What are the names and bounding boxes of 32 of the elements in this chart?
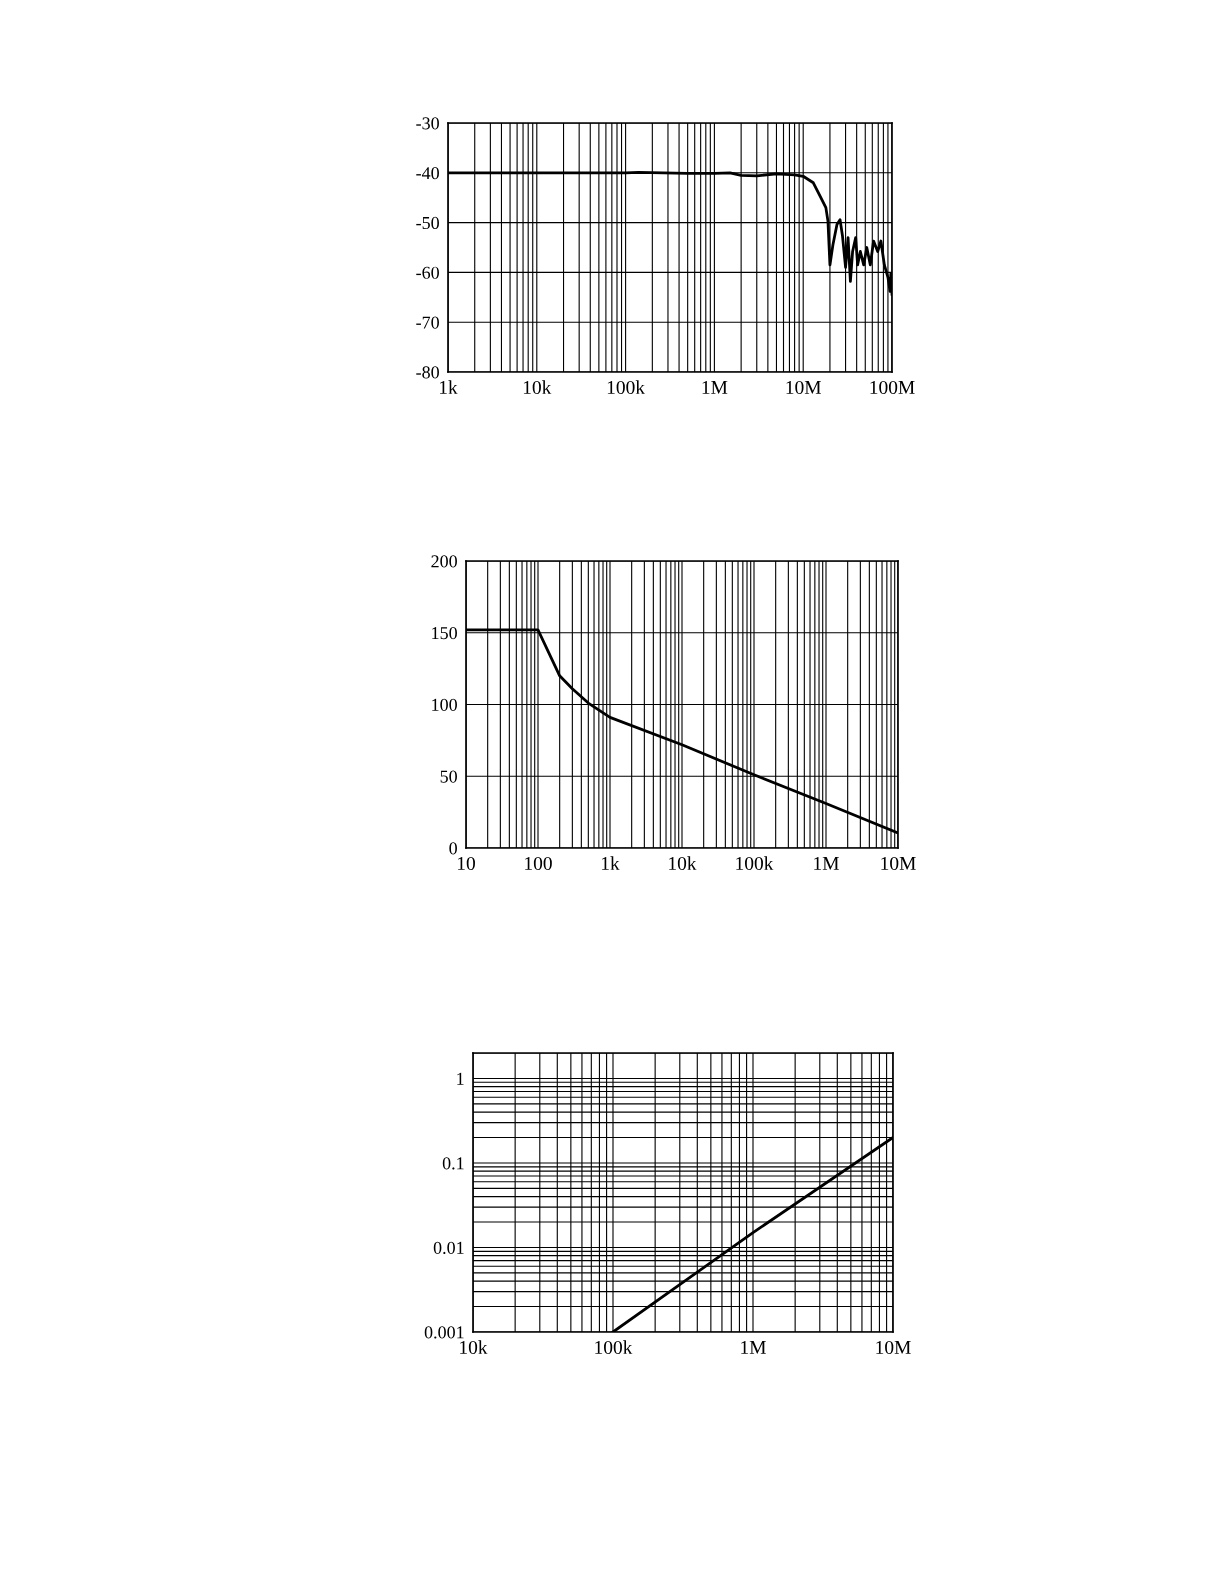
y-tick-label: 100 (432, 698, 457, 711)
x-tick-label: 100k (607, 380, 646, 395)
y-tick-label: -40 (416, 167, 439, 180)
x-tick-label: 10k (460, 1340, 488, 1355)
y-tick-label: -30 (416, 117, 439, 130)
x-tick-label: 100M (870, 380, 915, 395)
x-tick-label: 1M (741, 1340, 766, 1354)
x-tick-label: 10k (669, 856, 697, 871)
y-tick-label: 50 (440, 770, 457, 783)
y-tick-label: 0 (449, 842, 457, 855)
y-tick-label: 0.001 (424, 1326, 464, 1339)
x-tick-label: 10M (876, 1340, 911, 1355)
x-tick-label: 100k (595, 1340, 633, 1355)
x-tick-label: 10k (523, 380, 552, 395)
x-tick-label: 1k (439, 380, 458, 394)
x-tick-label: 10M (881, 856, 916, 871)
y-tick-label: 1 (457, 1072, 464, 1085)
y-tick-label: 200 (431, 555, 457, 568)
y-tick-label: -80 (416, 366, 439, 379)
y-tick-label: 150 (432, 627, 457, 640)
y-tick-label: 0.01 (433, 1241, 464, 1254)
x-tick-label: 1k (601, 856, 620, 870)
y-tick-label: 0.1 (442, 1157, 464, 1170)
x-tick-label: 10M (786, 380, 821, 395)
x-tick-label: 10 (457, 856, 475, 871)
x-tick-label: 100k (736, 856, 774, 871)
y-tick-label: -60 (416, 266, 439, 279)
x-tick-label: 1M (702, 380, 728, 394)
y-tick-label: -70 (416, 316, 439, 329)
y-tick-label: -50 (416, 216, 439, 230)
x-tick-label: 100 (525, 856, 552, 871)
x-tick-label: 1M (814, 856, 839, 870)
